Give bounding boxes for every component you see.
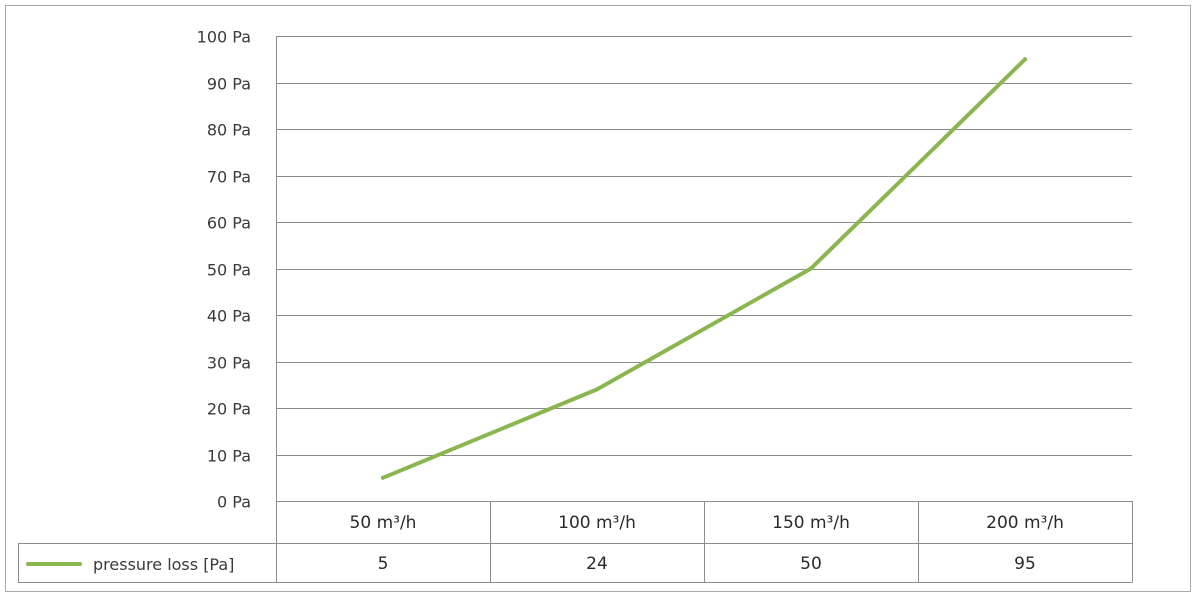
y-axis-tick-labels: 0 Pa 10 Pa 20 Pa 30 Pa 40 Pa 50 Pa 60 Pa 70 Pa 8… xyxy=(197,28,251,512)
data-point xyxy=(1023,57,1027,62)
x-category-label: 100 m³/h xyxy=(558,513,636,533)
y-tick-label: 0 Pa xyxy=(217,493,251,512)
series-pressure-loss xyxy=(381,57,1027,480)
data-point xyxy=(595,387,599,392)
y-tick-label: 10 Pa xyxy=(207,447,251,466)
y-tick-label: 40 Pa xyxy=(207,307,251,326)
data-table-values: 5 24 50 95 xyxy=(378,554,1036,574)
x-axis-category-labels: 50 m³/h 100 m³/h 150 m³/h 200 m³/h xyxy=(350,513,1064,533)
y-tick-label: 50 Pa xyxy=(207,261,251,280)
data-table-grid xyxy=(18,36,1133,583)
y-tick-label: 90 Pa xyxy=(207,75,251,94)
y-tick-label: 60 Pa xyxy=(207,214,251,233)
data-table-value: 5 xyxy=(378,554,389,574)
x-category-label: 200 m³/h xyxy=(986,513,1064,533)
data-table-value: 50 xyxy=(800,554,822,574)
y-tick-label: 20 Pa xyxy=(207,400,251,419)
data-table-value: 24 xyxy=(586,554,608,574)
y-tick-label: 70 Pa xyxy=(207,168,251,187)
data-point xyxy=(381,475,385,480)
chart-frame xyxy=(5,5,1191,592)
x-category-label: 150 m³/h xyxy=(772,513,850,533)
data-point xyxy=(809,266,813,271)
x-category-label: 50 m³/h xyxy=(350,513,417,533)
legend: pressure loss [Pa] xyxy=(26,555,234,574)
y-tick-label: 30 Pa xyxy=(207,354,251,373)
gridlines xyxy=(276,36,1132,502)
legend-label-pressure-loss: pressure loss [Pa] xyxy=(93,555,234,574)
y-tick-label: 80 Pa xyxy=(207,121,251,140)
series-line-pressure-loss xyxy=(381,57,1027,480)
y-tick-label: 100 Pa xyxy=(197,28,251,47)
data-table-value: 95 xyxy=(1014,554,1036,574)
